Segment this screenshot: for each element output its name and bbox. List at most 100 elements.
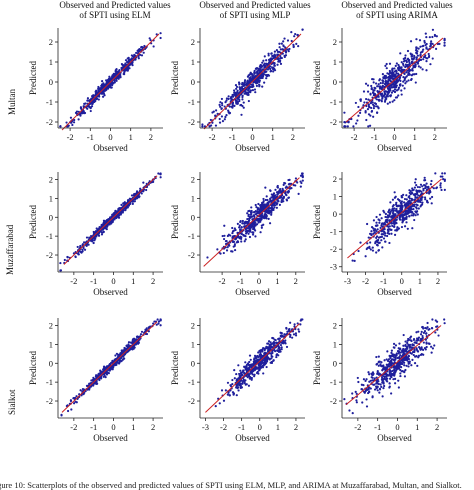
data-point	[443, 172, 446, 175]
data-point	[414, 181, 417, 184]
data-point	[430, 40, 433, 43]
data-point	[261, 85, 264, 88]
data-point	[380, 361, 383, 364]
data-point	[263, 215, 266, 218]
data-point	[390, 222, 393, 225]
data-point	[420, 346, 423, 349]
data-point	[390, 83, 393, 86]
data-point	[280, 346, 283, 349]
data-point	[378, 387, 382, 390]
data-point	[289, 335, 292, 339]
data-point	[97, 85, 100, 89]
data-point	[108, 218, 111, 221]
data-point	[267, 52, 270, 55]
data-point	[410, 57, 414, 60]
data-point	[367, 390, 371, 393]
x-tick-label: -1	[237, 276, 244, 286]
data-point	[294, 32, 297, 36]
y-tick-label: -1	[330, 97, 337, 107]
data-point	[263, 71, 266, 74]
data-point	[291, 336, 294, 339]
data-point	[415, 56, 418, 59]
data-point	[92, 241, 95, 245]
data-point	[289, 321, 292, 324]
data-point	[265, 214, 268, 218]
data-point	[425, 345, 428, 349]
data-point	[412, 208, 415, 211]
data-point	[235, 386, 238, 389]
data-point	[246, 217, 249, 221]
data-point	[393, 233, 397, 236]
data-point	[371, 373, 374, 377]
data-point	[279, 62, 283, 66]
data-point	[425, 36, 428, 39]
data-point	[393, 368, 396, 371]
data-point	[372, 219, 376, 222]
x-tick-label: 1	[131, 422, 135, 432]
data-point	[390, 91, 394, 94]
data-point	[256, 207, 259, 210]
data-point	[239, 220, 242, 224]
data-point	[423, 176, 426, 179]
data-point	[79, 250, 82, 253]
data-point	[241, 222, 245, 225]
data-point	[372, 107, 375, 110]
data-point	[263, 81, 266, 84]
data-point	[257, 219, 260, 222]
data-point	[390, 374, 393, 377]
x-tick-label: 1	[131, 276, 135, 286]
data-point	[402, 76, 405, 79]
data-point	[115, 79, 118, 82]
data-point	[216, 248, 219, 251]
data-point	[362, 90, 366, 93]
data-point	[258, 83, 261, 86]
y-tick-label: 0	[333, 77, 337, 87]
data-point	[253, 226, 256, 230]
data-point	[108, 75, 111, 78]
data-point	[258, 366, 261, 370]
data-point	[122, 202, 125, 205]
data-point	[407, 71, 410, 75]
data-point	[245, 383, 248, 386]
data-point	[414, 178, 417, 181]
data-point	[371, 78, 374, 81]
data-point	[107, 223, 110, 226]
data-point	[409, 339, 412, 342]
data-point	[395, 62, 398, 65]
data-point	[249, 363, 252, 367]
data-point	[360, 388, 363, 391]
x-axis-label-muzaffarabad-elm: Observed	[93, 287, 128, 297]
data-point	[214, 114, 217, 117]
data-point	[408, 194, 411, 198]
data-point	[232, 229, 235, 232]
y-tick-label: -2	[46, 250, 53, 260]
x-tick-label: 2	[294, 422, 298, 432]
data-point	[367, 103, 370, 106]
data-point	[222, 251, 225, 255]
data-point	[284, 51, 288, 54]
data-point	[238, 372, 241, 376]
data-point	[262, 203, 265, 206]
data-point	[382, 378, 385, 381]
data-point	[405, 75, 408, 78]
data-point	[257, 221, 260, 224]
data-point	[94, 90, 97, 93]
x-tick-label: 2	[433, 132, 437, 142]
data-point	[288, 187, 291, 190]
data-point	[415, 46, 418, 49]
fit-line-muzaffarabad-mlp	[203, 177, 300, 267]
data-point	[265, 360, 269, 363]
data-point	[119, 212, 122, 215]
data-point	[116, 214, 119, 217]
data-point	[258, 85, 261, 88]
data-point	[424, 185, 427, 188]
data-point	[428, 54, 431, 58]
data-point	[430, 202, 433, 205]
data-point	[379, 226, 382, 229]
y-tick-label: 2	[191, 175, 195, 185]
data-point	[373, 377, 376, 380]
data-point	[271, 54, 275, 57]
data-point	[381, 73, 384, 76]
data-point	[135, 51, 138, 55]
data-point	[215, 109, 218, 112]
